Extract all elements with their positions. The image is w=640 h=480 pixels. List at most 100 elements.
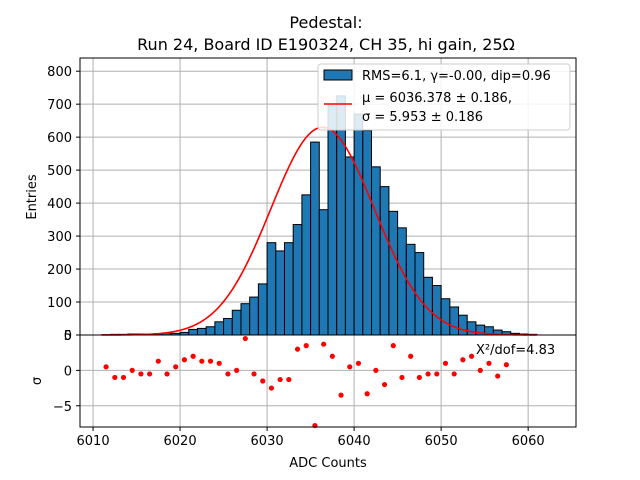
histogram-bar xyxy=(223,318,233,336)
histogram-y-tick-label: 100 xyxy=(47,296,72,311)
histogram-bar xyxy=(388,210,399,336)
residual-point xyxy=(147,371,153,377)
histogram-bar xyxy=(188,328,198,336)
histogram-bar xyxy=(257,283,268,336)
x-tick-label: 6050 xyxy=(425,434,458,449)
residual-point xyxy=(355,360,362,366)
histogram-bar xyxy=(336,95,346,336)
histogram-y-tick-label: 500 xyxy=(47,164,72,179)
x-tick-label: 6030 xyxy=(251,434,284,449)
residual-point xyxy=(442,360,449,366)
x-axis-label: ADC Counts xyxy=(289,456,367,471)
residual-point xyxy=(294,346,301,352)
residual-points xyxy=(103,335,509,429)
legend-box xyxy=(317,63,571,131)
residual-plot-frame xyxy=(79,334,577,428)
histogram-y-axis: 0 100 200 300 400 500 600 700 800 xyxy=(47,65,80,344)
residual-point xyxy=(173,364,179,370)
histogram-bar xyxy=(362,130,373,336)
legend-hist-swatch xyxy=(323,69,353,81)
legend-hist-label: RMS=6.1, γ=-0.00, dip=0.96 xyxy=(362,69,551,84)
residual-point xyxy=(495,373,501,379)
histogram-y-tick-label: 400 xyxy=(47,197,72,212)
x-tick-label: 6020 xyxy=(164,434,197,449)
histogram-bar xyxy=(440,298,451,336)
residual-y-tick-label: 0 xyxy=(64,364,72,379)
residual-point xyxy=(321,341,327,347)
residual-point xyxy=(216,360,222,366)
x-tick-label: 6060 xyxy=(512,434,545,449)
residual-point xyxy=(486,360,492,366)
residual-point xyxy=(260,378,266,384)
histogram-bar xyxy=(353,113,364,336)
residual-point xyxy=(451,371,457,377)
residual-point xyxy=(138,371,144,377)
histogram-bar xyxy=(397,227,407,336)
histogram-y-tick-label: 800 xyxy=(47,65,72,80)
histogram-bar xyxy=(327,105,338,336)
residual-point xyxy=(103,364,109,370)
residual-point xyxy=(503,362,509,368)
histogram-bar xyxy=(240,303,251,336)
chart-title-line1: Pedestal: xyxy=(289,13,362,32)
residual-point xyxy=(381,381,388,388)
residual-point xyxy=(425,371,431,377)
residual-point xyxy=(251,371,257,377)
histogram-bar xyxy=(344,156,355,336)
residual-point xyxy=(408,353,414,359)
histogram-bar xyxy=(449,306,460,336)
histogram-bar xyxy=(275,250,285,336)
histogram-y-tick-label: 0 xyxy=(64,329,72,344)
residual-point xyxy=(373,367,379,373)
residual-point xyxy=(225,371,231,377)
residual-point xyxy=(155,358,161,364)
histogram-bar xyxy=(379,186,390,336)
legend: RMS=6.1, γ=-0.00, dip=0.96 μ = 6036.378 … xyxy=(317,63,571,131)
residual-point xyxy=(190,353,196,359)
legend-fit-label-line2: σ = 5.953 ± 0.186 xyxy=(362,110,483,125)
residual-y-tick-label: 5 xyxy=(64,329,72,344)
histogram-bar xyxy=(466,321,477,336)
chi2-annotation: Χ²/dof=4.83 xyxy=(476,343,555,358)
chart-title-line2: Run 24, Board ID E190324, CH 35, hi gain… xyxy=(137,35,515,54)
histogram-bar xyxy=(310,141,320,336)
histogram-bar xyxy=(214,321,225,336)
residual-point xyxy=(207,358,214,364)
histogram-bar xyxy=(283,242,294,336)
histogram-y-tick-label: 300 xyxy=(47,230,72,245)
residual-point xyxy=(112,374,118,381)
residual-point xyxy=(477,367,483,373)
residual-point xyxy=(129,367,135,373)
residual-point xyxy=(268,385,275,391)
histogram-bar xyxy=(318,209,329,336)
residual-point xyxy=(364,391,370,397)
histogram-bar xyxy=(371,166,381,336)
residual-point xyxy=(329,353,335,359)
histogram-y-tick-label: 200 xyxy=(47,263,72,278)
residual-point xyxy=(181,357,188,363)
residual-point xyxy=(199,358,205,364)
histogram-bar xyxy=(249,296,259,336)
residual-point xyxy=(242,335,248,342)
histogram-bar xyxy=(458,314,468,336)
residual-point xyxy=(460,357,466,363)
histogram-y-tick-label: 700 xyxy=(47,98,72,113)
residual-point xyxy=(277,376,283,383)
histogram-y-tick-label: 600 xyxy=(47,131,72,146)
residual-point xyxy=(286,376,292,383)
residual-point xyxy=(416,374,422,381)
residual-point xyxy=(164,371,170,377)
histogram-bar xyxy=(196,327,207,336)
x-tick-label: 6040 xyxy=(338,434,371,449)
residual-y-axis-label: σ xyxy=(30,377,45,385)
residual-point xyxy=(338,392,344,398)
residual-axes: 6010 6020 6030 6040 6050 6060−505 xyxy=(53,329,545,449)
residual-y-tick-label: −5 xyxy=(53,400,72,415)
histogram-y-axis-label: Entries xyxy=(25,174,40,220)
x-tick-label: 6010 xyxy=(77,434,110,449)
histogram-bar xyxy=(431,285,442,336)
residual-point xyxy=(399,374,405,381)
residual-point xyxy=(120,374,127,381)
histogram-bar xyxy=(266,242,277,336)
residual-point xyxy=(303,343,309,349)
